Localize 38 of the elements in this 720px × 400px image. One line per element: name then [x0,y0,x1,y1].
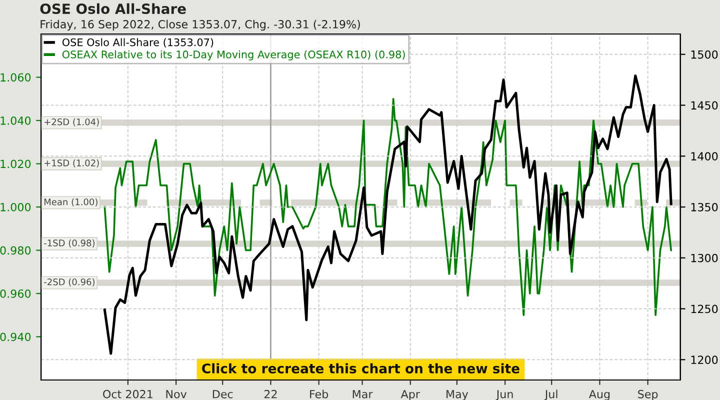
x-tick-label: Jul [544,390,558,400]
y2-tick-label: 1200 [691,356,718,364]
y2-tick-label: 1500 [691,50,718,59]
x-tick-label: Nov [166,390,187,398]
line-series [103,74,672,355]
x-tick-label: Jun [496,390,513,400]
x-tick-label: Dec [212,390,233,398]
y2-tick-label: 1350 [691,202,718,212]
y-tick-label: 1.040 [0,116,31,125]
x-tick-label: May [446,390,468,400]
line-series [104,98,672,316]
annotation: Click to recreate this chart on the new site [202,363,520,374]
x-tick-label: 22 [264,390,277,398]
x-tick-label: Oct 2021 [103,390,152,398]
y-tick-label: 0.960 [0,289,31,298]
ref-line-label: Mean (1.00) [44,198,98,206]
chart-title: OSE Oslo All-Share [40,3,186,14]
y-tick-label: 1.020 [0,160,31,168]
y-tick-label: 0.980 [0,246,31,255]
y2-tick-label: 1450 [691,101,718,110]
ref-line-label: +2SD (1.04) [44,118,99,126]
y2-tick-label: 1250 [691,304,718,314]
x-tick-label: Mar [352,390,373,398]
ref-line-label: -2SD (0.96) [44,278,95,286]
ref-line-label: -1SD (0.98) [44,239,95,248]
x-tick-label: Sep [638,390,658,400]
legend-label: OSE Oslo All-Share (1353.07) [62,38,214,48]
y2-tick-label: 1300 [691,254,718,262]
x-tick-label: Aug [588,390,610,400]
legend-label: OSEAX Relative to its 10-Day Moving Average (OSEAX R10) (0.98) [62,50,405,60]
ref-line-label: +1SD (1.02) [44,159,99,168]
y-tick-label: 1.060 [0,73,31,82]
x-tick-label: Feb [310,390,328,398]
y2-tick-label: 1400 [691,152,718,160]
y-tick-label: 0.940 [0,332,31,342]
y-tick-label: 1.000 [0,202,31,212]
x-tick-label: Apr [400,390,420,400]
chart-subtitle: Friday, 16 Sep 2022, Close 1353.07, Chg. -30.31 (-2.19%) [40,20,360,31]
